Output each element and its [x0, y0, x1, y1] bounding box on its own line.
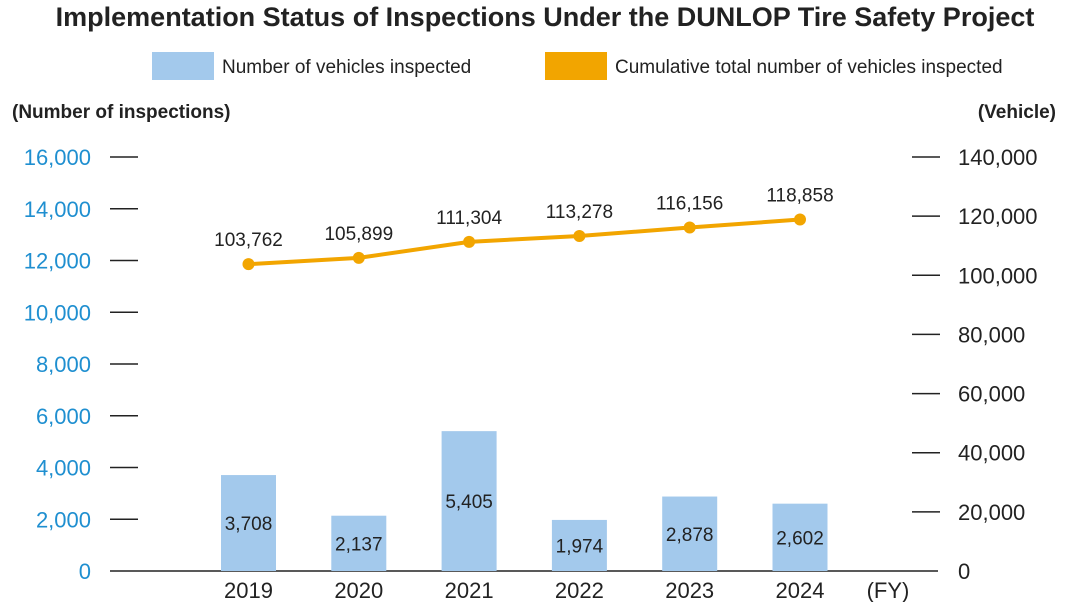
line-point — [794, 213, 806, 226]
bar — [662, 496, 718, 571]
line-value-label: 103,762 — [214, 230, 283, 251]
left-axis-ticks: 0 2,000 4,000 6,000 8,000 10,000 12,000 14,000 1… — [24, 145, 138, 584]
left-tick-label: 12,000 — [24, 249, 91, 274]
bar — [551, 519, 607, 571]
legend-label-line: Cumulative total number of vehicles insp… — [615, 57, 1003, 78]
left-tick-label: 16,000 — [24, 145, 91, 170]
left-tick-label: 4,000 — [36, 456, 91, 481]
right-tick-label: 40,000 — [958, 441, 1025, 466]
x-axis-label: (FY) — [867, 578, 910, 602]
line-point — [573, 230, 586, 243]
right-axis-ticks: 0 20,000 40,000 60,000 80,000 100,000 120,000 1… — [912, 145, 1038, 584]
line-value-label: 111,304 — [436, 208, 502, 229]
line-series: 103,762 105,899 111,304 113,278 116,156 118,8… — [214, 186, 834, 271]
x-axis-ticks: 2019 2020 2021 2022 2023 2024 — [224, 578, 824, 602]
left-tick-label: 6,000 — [36, 404, 91, 429]
left-tick-label: 8,000 — [36, 352, 91, 377]
bar-value-label: 5,405 — [445, 492, 493, 513]
x-tick-label: 2023 — [665, 578, 714, 602]
legend: Number of vehicles inspected Cumulative … — [152, 52, 1003, 80]
x-tick-label: 2024 — [776, 578, 825, 602]
bar-value-label: 2,137 — [335, 534, 383, 555]
right-tick-label: 120,000 — [958, 204, 1038, 229]
line-value-label: 113,278 — [546, 202, 613, 223]
right-axis-unit: (Vehicle) — [978, 102, 1056, 123]
left-axis-unit: (Number of inspections) — [12, 102, 231, 123]
line-value-label: 105,899 — [324, 224, 393, 245]
legend-swatch-line — [545, 52, 607, 80]
cumulative-line — [248, 217, 801, 267]
line-point — [242, 258, 255, 271]
bar-value-label: 2,602 — [776, 528, 824, 549]
bar — [221, 475, 276, 571]
bar — [331, 515, 387, 571]
x-tick-label: 2021 — [445, 578, 494, 602]
bars: 3,708 2,137 5,405 1,974 2,878 2,602 — [221, 431, 828, 571]
line-value-label: 116,156 — [656, 194, 723, 215]
line-point — [352, 251, 365, 264]
right-tick-label: 80,000 — [958, 322, 1025, 347]
bar-value-label: 2,878 — [666, 525, 714, 546]
bar — [772, 503, 828, 571]
line-point — [463, 235, 476, 248]
bar-value-label: 1,974 — [556, 536, 604, 557]
right-tick-label: 0 — [958, 559, 970, 584]
left-tick-label: 0 — [79, 559, 91, 584]
legend-label-bars: Number of vehicles inspected — [222, 57, 471, 78]
chart-title: Implementation Status of Inspections Und… — [56, 2, 1035, 32]
legend-swatch-bars — [152, 52, 214, 80]
line-point — [683, 221, 696, 234]
right-tick-label: 60,000 — [958, 382, 1025, 407]
right-tick-label: 20,000 — [958, 500, 1025, 525]
left-tick-label: 2,000 — [36, 507, 91, 532]
bar-value-label: 3,708 — [225, 514, 273, 535]
left-tick-label: 14,000 — [24, 197, 91, 222]
x-tick-label: 2019 — [224, 578, 273, 602]
line-value-label: 118,858 — [766, 186, 833, 207]
right-tick-label: 100,000 — [958, 263, 1038, 288]
bar — [441, 431, 497, 571]
x-tick-label: 2022 — [555, 578, 604, 602]
left-tick-label: 10,000 — [24, 300, 91, 325]
x-tick-label: 2020 — [334, 578, 383, 602]
right-tick-label: 140,000 — [958, 145, 1038, 170]
